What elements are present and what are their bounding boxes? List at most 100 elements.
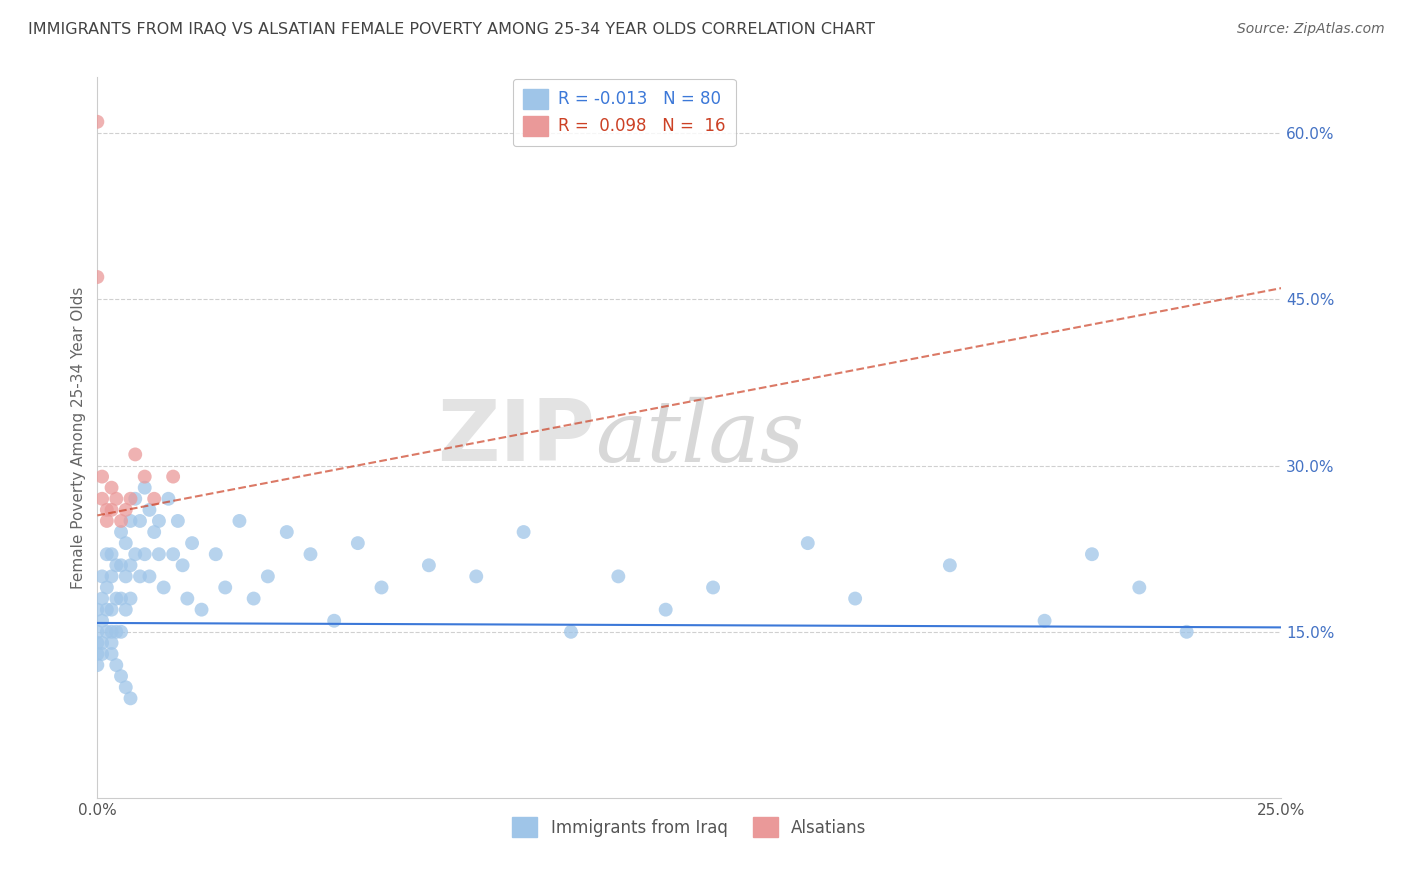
Text: Source: ZipAtlas.com: Source: ZipAtlas.com — [1237, 22, 1385, 37]
Point — [86, 647, 108, 661]
Text: ZIP: ZIP — [437, 396, 595, 479]
Point — [1033, 614, 1056, 628]
Point — [114, 680, 136, 694]
Point — [512, 524, 534, 539]
Point — [607, 569, 630, 583]
Point — [143, 491, 166, 506]
Point — [110, 591, 132, 606]
Point — [1175, 624, 1198, 639]
Point — [100, 569, 122, 583]
Text: IMMIGRANTS FROM IRAQ VS ALSATIAN FEMALE POVERTY AMONG 25-34 YEAR OLDS CORRELATIO: IMMIGRANTS FROM IRAQ VS ALSATIAN FEMALE … — [28, 22, 875, 37]
Point — [86, 624, 108, 639]
Point — [96, 514, 118, 528]
Point — [134, 469, 156, 483]
Point — [114, 536, 136, 550]
Point — [654, 602, 676, 616]
Point — [129, 569, 152, 583]
Point — [138, 569, 160, 583]
Point — [105, 624, 128, 639]
Point — [120, 514, 142, 528]
Point — [100, 602, 122, 616]
Point — [86, 602, 108, 616]
Point — [91, 491, 114, 506]
Point — [418, 558, 440, 573]
Point — [190, 602, 212, 616]
Point — [96, 602, 118, 616]
Point — [939, 558, 962, 573]
Point — [124, 491, 146, 506]
Point — [110, 524, 132, 539]
Point — [162, 469, 184, 483]
Point — [167, 514, 190, 528]
Point — [91, 614, 114, 628]
Point — [1128, 581, 1150, 595]
Point — [86, 658, 108, 673]
Point — [228, 514, 250, 528]
Point — [120, 591, 142, 606]
Point — [110, 558, 132, 573]
Point — [129, 514, 152, 528]
Point — [276, 524, 298, 539]
Point — [120, 691, 142, 706]
Point — [120, 558, 142, 573]
Point — [124, 547, 146, 561]
Point — [124, 447, 146, 461]
Point — [86, 270, 108, 285]
Point — [100, 636, 122, 650]
Point — [797, 536, 820, 550]
Point — [91, 469, 114, 483]
Point — [114, 569, 136, 583]
Point — [96, 581, 118, 595]
Y-axis label: Female Poverty Among 25-34 Year Olds: Female Poverty Among 25-34 Year Olds — [72, 286, 86, 589]
Point — [347, 536, 370, 550]
Point — [86, 115, 108, 129]
Point — [323, 614, 346, 628]
Point — [560, 624, 582, 639]
Point — [100, 647, 122, 661]
Point — [1081, 547, 1104, 561]
Point — [370, 581, 392, 595]
Point — [143, 524, 166, 539]
Point — [134, 547, 156, 561]
Point — [181, 536, 204, 550]
Point — [100, 481, 122, 495]
Point — [86, 636, 108, 650]
Point — [157, 491, 180, 506]
Point — [172, 558, 194, 573]
Point — [299, 547, 322, 561]
Point — [105, 491, 128, 506]
Point — [120, 491, 142, 506]
Point — [105, 658, 128, 673]
Point — [91, 636, 114, 650]
Point — [96, 547, 118, 561]
Point — [204, 547, 226, 561]
Legend: Immigrants from Iraq, Alsatians: Immigrants from Iraq, Alsatians — [506, 810, 873, 844]
Point — [242, 591, 264, 606]
Point — [91, 569, 114, 583]
Point — [114, 602, 136, 616]
Point — [100, 624, 122, 639]
Point — [91, 591, 114, 606]
Point — [214, 581, 236, 595]
Point — [110, 624, 132, 639]
Point — [105, 558, 128, 573]
Text: atlas: atlas — [595, 396, 804, 479]
Point — [465, 569, 488, 583]
Point — [134, 481, 156, 495]
Point — [844, 591, 866, 606]
Point — [100, 503, 122, 517]
Point — [100, 547, 122, 561]
Point — [105, 591, 128, 606]
Point — [110, 669, 132, 683]
Point — [148, 547, 170, 561]
Point — [176, 591, 198, 606]
Point — [138, 503, 160, 517]
Point — [148, 514, 170, 528]
Point — [96, 503, 118, 517]
Point — [152, 581, 174, 595]
Point — [96, 624, 118, 639]
Point — [114, 503, 136, 517]
Point — [91, 647, 114, 661]
Point — [110, 514, 132, 528]
Point — [702, 581, 724, 595]
